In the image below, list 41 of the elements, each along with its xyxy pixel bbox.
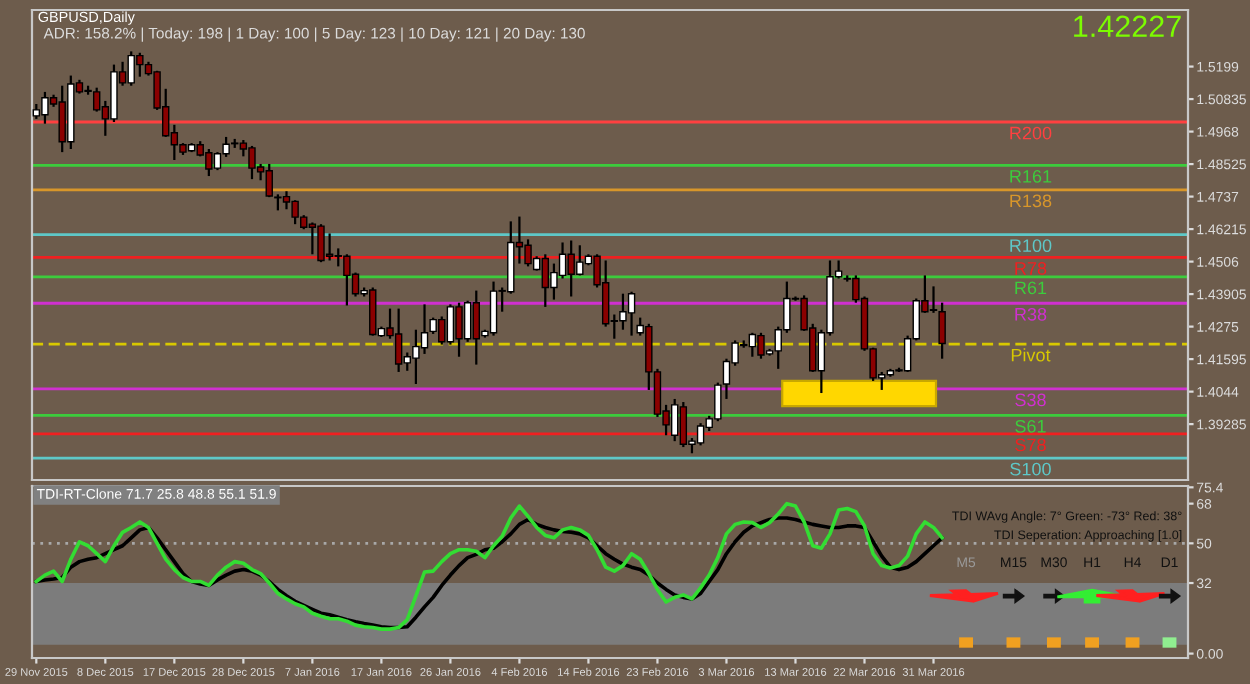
candlestick: [670, 397, 679, 443]
candlestick: [343, 253, 351, 307]
candlestick: [696, 422, 705, 447]
candlestick: [92, 86, 101, 113]
candlestick: [489, 280, 498, 337]
candlestick: [205, 147, 213, 178]
candlestick: [541, 253, 550, 309]
candlestick: [325, 232, 334, 262]
ref-line-label: R200: [1010, 126, 1052, 140]
candlestick: [455, 301, 463, 358]
candlestick: [213, 151, 222, 172]
candlestick: [317, 223, 325, 264]
candlestick: [248, 144, 256, 181]
ref-line-label: R78: [1015, 262, 1047, 275]
candlestick: [757, 331, 765, 360]
ref-line-label: R100: [1010, 239, 1052, 253]
ref-line-label: R161: [1010, 170, 1052, 183]
ref-line-label: S61: [1015, 419, 1046, 433]
candlestick: [627, 290, 636, 337]
candlestick: [446, 303, 455, 346]
candlestick: [291, 199, 299, 226]
ref-line-label: S38: [1015, 393, 1046, 407]
candlestick: [463, 299, 472, 343]
ref-line-label: Pivot: [1011, 348, 1051, 362]
annotation: 1.42227: [1074, 15, 1181, 37]
candlestick: [308, 221, 317, 256]
ref-line-label: S78: [1015, 438, 1046, 452]
ref-line-label: S100: [1010, 462, 1051, 476]
candlestick: [394, 307, 403, 374]
candlestick: [282, 190, 291, 211]
candlestick: [110, 63, 118, 124]
candlestick: [679, 400, 688, 449]
ref-line-label: R38: [1015, 307, 1047, 321]
ref-line-label: R138: [1010, 194, 1052, 208]
candlestick: [420, 303, 429, 356]
ref-line-label: R61: [1015, 281, 1047, 295]
candlestick: [619, 292, 627, 331]
candlestick: [41, 90, 49, 125]
candlestick: [601, 259, 610, 328]
candlestick: [558, 241, 567, 280]
candlestick: [748, 331, 757, 358]
